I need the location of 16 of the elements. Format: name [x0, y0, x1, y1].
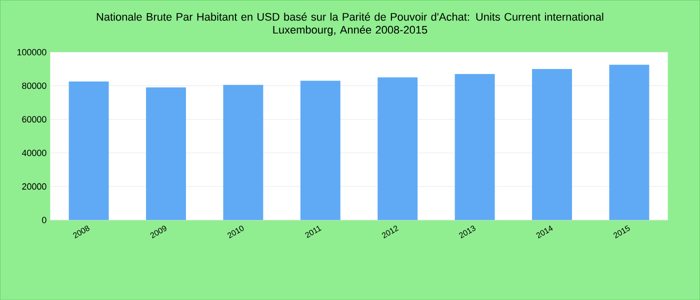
- chart-subtitle: Luxembourg, Année 2008-2015: [273, 25, 428, 36]
- y-tick-label: 40000: [22, 150, 46, 156]
- bar: [146, 87, 186, 220]
- bar: [223, 84, 264, 220]
- y-tick-label: 0: [42, 216, 46, 224]
- bar: [454, 74, 495, 220]
- bar: [378, 77, 418, 220]
- bar: [68, 81, 109, 220]
- chart-title: Nationale Brute Par Habitant en USD basé sur la Parité de Pouvoir d'Achat: Units Current international: [96, 12, 604, 21]
- bar: [609, 64, 650, 220]
- y-tick-label: 80000: [22, 82, 46, 89]
- bar: [532, 68, 572, 220]
- y-tick-label: 60000: [22, 116, 46, 122]
- y-tick-label: 100000: [17, 48, 46, 56]
- bar: [300, 80, 340, 220]
- y-tick-label: 20000: [22, 183, 46, 190]
